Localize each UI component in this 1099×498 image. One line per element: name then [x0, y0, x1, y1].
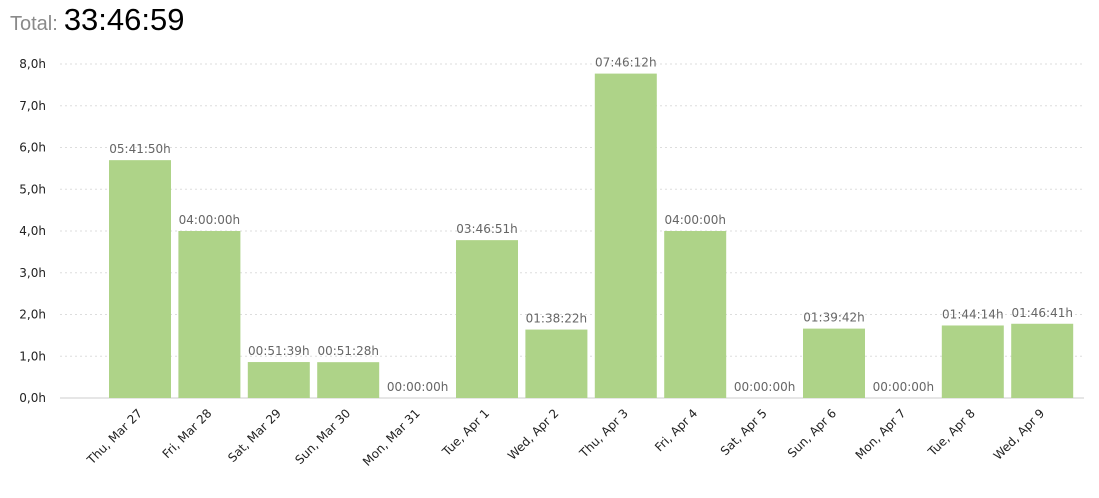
- category-label: Tue, Apr 1: [439, 406, 492, 459]
- y-tick-label: 7,0h: [19, 99, 46, 113]
- category-label: Thu, Mar 27: [84, 406, 145, 467]
- category-label: Sun, Apr 6: [785, 406, 839, 460]
- bar: [456, 240, 518, 398]
- category-label: Thu, Apr 3: [576, 406, 631, 461]
- category-label: Fri, Mar 28: [160, 406, 215, 461]
- y-tick-label: 1,0h: [19, 349, 46, 363]
- y-tick-label: 6,0h: [19, 141, 46, 155]
- data-label: 00:51:39h: [248, 344, 310, 358]
- data-label: 01:46:41h: [1011, 306, 1073, 320]
- total-label: Total:: [10, 13, 58, 35]
- category-label: Wed, Apr 2: [505, 406, 562, 463]
- data-label: 01:38:22h: [526, 312, 588, 326]
- y-tick-label: 3,0h: [19, 266, 46, 280]
- category-label: Sat, Apr 5: [718, 406, 770, 458]
- y-tick-label: 2,0h: [19, 308, 46, 322]
- data-label: 04:00:00h: [664, 213, 726, 227]
- y-tick-label: 5,0h: [19, 182, 46, 196]
- total-summary: Total: 33:46:59: [10, 2, 184, 42]
- bar: [247, 362, 310, 398]
- data-label: 01:39:42h: [803, 311, 865, 325]
- category-label: Mon, Mar 31: [360, 406, 423, 469]
- data-label: 07:46:12h: [595, 56, 657, 70]
- bar: [109, 160, 171, 398]
- category-label: Sat, Mar 29: [225, 406, 284, 465]
- data-label: 00:00:00h: [387, 380, 449, 394]
- y-tick-label: 0,0h: [19, 391, 46, 405]
- y-tick-label: 4,0h: [19, 224, 46, 238]
- bar: [1011, 323, 1074, 398]
- bar: [594, 73, 657, 398]
- bar: [317, 362, 380, 398]
- category-label: Wed, Apr 9: [991, 406, 1048, 463]
- data-label: 00:00:00h: [873, 380, 935, 394]
- category-label: Mon, Apr 7: [853, 406, 909, 462]
- category-label: Sun, Mar 30: [292, 406, 353, 467]
- bar: [941, 325, 1004, 398]
- data-label: 00:00:00h: [734, 380, 796, 394]
- data-label: 01:44:14h: [942, 307, 1004, 321]
- total-value: 33:46:59: [63, 2, 185, 37]
- category-label: Tue, Apr 8: [925, 406, 978, 459]
- y-tick-label: 8,0h: [19, 57, 46, 71]
- data-label: 03:46:51h: [456, 222, 518, 236]
- data-label: 04:00:00h: [179, 213, 241, 227]
- bar: [664, 231, 727, 398]
- data-label: 05:41:50h: [109, 142, 171, 156]
- category-label: Fri, Apr 4: [652, 406, 700, 454]
- bar: [525, 329, 588, 398]
- bar: [178, 231, 241, 398]
- bar: [803, 328, 865, 398]
- data-label: 00:51:28h: [317, 344, 379, 358]
